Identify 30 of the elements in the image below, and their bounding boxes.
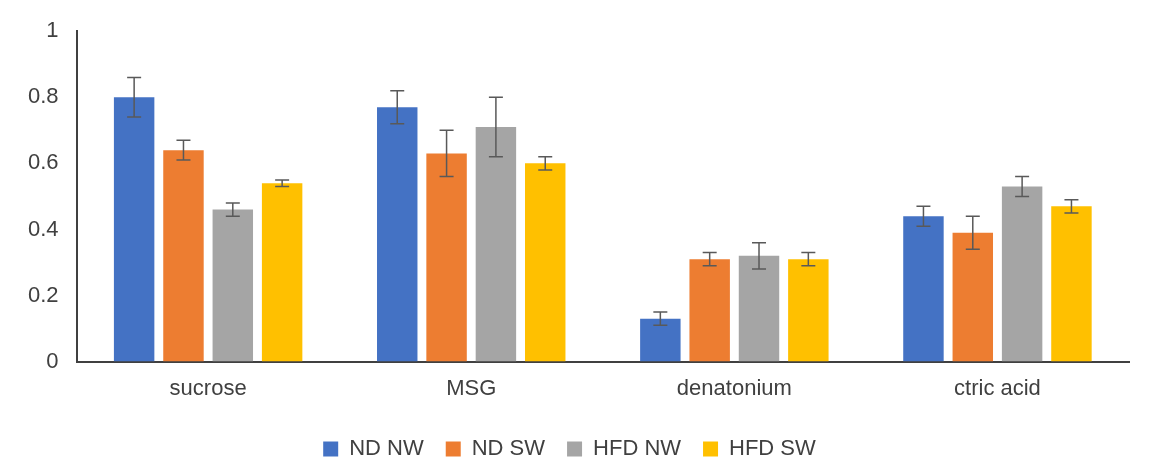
y-tick-label: 0.6 [27, 149, 59, 175]
bar [788, 259, 829, 362]
bar [903, 216, 944, 362]
bar [261, 183, 303, 362]
bar [163, 150, 204, 362]
bar [525, 163, 566, 362]
x-tick-label: denatonium [676, 374, 792, 400]
bar [640, 318, 681, 362]
bar [212, 209, 254, 362]
bar [1001, 186, 1043, 362]
bar [475, 127, 517, 362]
x-tick-label: ctric acid [954, 374, 1041, 400]
y-tick-label: 0.2 [27, 281, 59, 307]
bar [377, 107, 418, 362]
x-tick-label: MSG [446, 374, 497, 400]
bar [952, 232, 994, 362]
legend-label: ND SW [471, 435, 546, 461]
y-tick-label: 0.8 [27, 83, 59, 109]
legend-label: HFD NW [593, 435, 682, 461]
bar [426, 153, 467, 362]
bar [1051, 206, 1092, 362]
legend-label: HFD SW [729, 435, 817, 461]
bar [689, 259, 730, 362]
x-tick-label: sucrose [169, 374, 247, 400]
bar [113, 97, 155, 362]
bar [738, 255, 780, 362]
y-tick-label: 0 [46, 347, 59, 373]
y-tick-label: 1 [46, 17, 59, 43]
y-tick-label: 0.4 [27, 215, 59, 241]
legend-label: ND NW [349, 435, 424, 461]
